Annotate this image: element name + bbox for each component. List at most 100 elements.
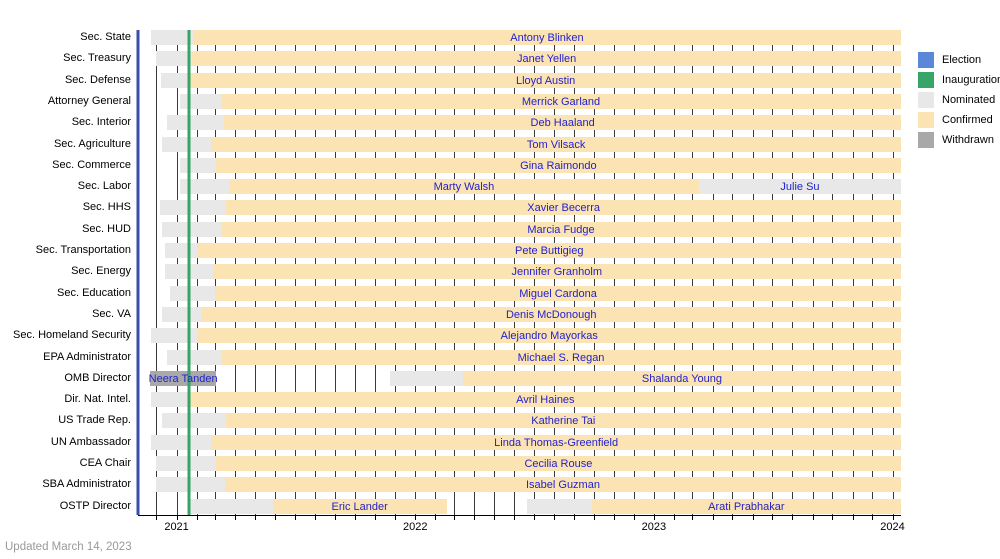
axis-tick <box>435 516 437 520</box>
axis-year-label: 2023 <box>641 521 667 533</box>
bar-segment-confirmed <box>197 243 901 258</box>
axis-year-label: 2024 <box>880 521 905 533</box>
axis-tick <box>613 516 615 520</box>
row-label-column: Sec. State Sec. Treasury Sec. Defense Attor… <box>0 30 133 520</box>
row-label: Sec. Defense <box>64 74 131 86</box>
row-label: SBA Administrator <box>42 478 131 490</box>
row-label: Sec. HUD <box>82 223 131 235</box>
bar-segment-confirmed <box>228 179 699 194</box>
legend-swatch-inauguration <box>918 72 934 88</box>
axis-tick <box>474 516 476 520</box>
axis-tick <box>394 516 396 520</box>
axis-tick <box>355 516 357 520</box>
row-label: Sec. Transportation <box>35 244 131 256</box>
axis-tick <box>335 516 337 520</box>
legend-label: Election <box>942 54 982 66</box>
axis-tick <box>832 516 834 520</box>
bar-segment-confirmed <box>224 477 901 492</box>
axis-tick <box>892 516 894 520</box>
axis-tick <box>712 516 714 520</box>
axis-tick <box>872 516 874 520</box>
bar-segment-confirmed <box>201 307 901 322</box>
person-name-label: Gina Raimondo <box>520 159 597 172</box>
person-name-label: Isabel Guzman <box>525 478 600 491</box>
bar-segment-nominated <box>170 286 216 301</box>
row-label: Sec. Agriculture <box>53 138 131 150</box>
bar-segment-confirmed <box>225 413 901 428</box>
bar-segment-nominated <box>180 179 229 194</box>
axis-tick <box>453 516 455 520</box>
axis-tick <box>732 516 734 520</box>
person-name-label: Eric Lander <box>331 500 388 513</box>
bar-segment-confirmed <box>221 94 901 109</box>
person-name-label: Merrick Garland <box>521 95 601 108</box>
row-label: Sec. Labor <box>77 180 131 192</box>
bar-segment-confirmed <box>462 371 901 386</box>
row-label: UN Ambassador <box>50 436 131 448</box>
row-label: CEA Chair <box>79 457 131 469</box>
bar-segment-nominated <box>189 499 273 514</box>
legend-swatch-withdrawn <box>918 132 934 148</box>
axis-tick <box>812 516 814 520</box>
row-label: Sec. Education <box>57 287 131 299</box>
axis-tick <box>752 516 754 520</box>
legend-label: Nominated <box>942 94 996 106</box>
person-name-label: Shalanda Young <box>641 372 723 385</box>
row-label: US Trade Rep. <box>58 414 131 426</box>
bar-segment-confirmed <box>211 137 901 152</box>
axis-tick <box>574 516 576 520</box>
row-label: OSTP Director <box>59 500 131 512</box>
row-label: EPA Administrator <box>43 351 131 363</box>
person-name-label: Lloyd Austin <box>515 74 576 87</box>
axis-tick <box>294 516 296 520</box>
bar-segment-confirmed <box>215 158 901 173</box>
row-label: Sec. HHS <box>82 201 131 213</box>
bar-segment-confirmed <box>190 73 901 88</box>
bar-segment-nominated <box>180 158 216 173</box>
axis-tick <box>533 516 535 520</box>
bar-segment-nominated <box>165 243 198 258</box>
bar-segment-confirmed <box>272 499 447 514</box>
bar-segment-confirmed <box>192 51 901 66</box>
bar-segment-nominated <box>155 456 216 471</box>
legend: Election Inauguration Nominated Confirmed Wi… <box>918 52 1000 152</box>
row-label: Attorney General <box>47 95 131 107</box>
bar-segment-confirmed <box>221 350 901 365</box>
axis-tick <box>792 516 794 520</box>
bar-segment-confirmed <box>215 286 901 301</box>
person-name-label: Linda Thomas-Greenfield <box>494 436 619 449</box>
person-name-label: Cecilia Rouse <box>524 457 593 470</box>
bar-segment-nominated <box>166 115 225 130</box>
bar-segment-confirmed <box>189 392 901 407</box>
bar-segment-nominated <box>162 137 212 152</box>
person-name-label: Jennifer Granholm <box>511 265 603 278</box>
axis-tick <box>235 516 237 520</box>
row-label: Sec. Energy <box>71 265 131 277</box>
legend-label: Withdrawn <box>942 134 994 146</box>
person-name-label: Arati Prabhakar <box>708 500 785 513</box>
bar-segment-nominated <box>390 371 463 386</box>
election-line <box>136 30 140 515</box>
axis-tick <box>513 516 515 520</box>
axis-tick <box>375 516 377 520</box>
row-label: Sec. Treasury <box>63 52 131 64</box>
axis-tick <box>156 516 158 520</box>
bar-segment-nominated <box>166 350 222 365</box>
legend-item: Confirmed <box>918 112 1000 128</box>
inauguration-line <box>187 30 191 515</box>
axis-year-label: 2021 <box>164 521 189 533</box>
legend-item: Nominated <box>918 92 1000 108</box>
bar-segment-withdrawn <box>150 371 216 386</box>
axis-tick <box>196 516 198 520</box>
bar-segment-confirmed <box>215 456 901 471</box>
axis-tick <box>772 516 774 520</box>
person-name-label: Marty Walsh <box>433 180 495 193</box>
person-name-label: Xavier Becerra <box>527 201 601 214</box>
axis-year-label: 2022 <box>402 521 428 533</box>
bar-segment-nominated <box>162 413 226 428</box>
person-name-label: Julie Su <box>780 180 820 193</box>
bar-segment-nominated <box>155 51 193 66</box>
x-axis: 2021 2022 2023 2024 <box>138 516 905 536</box>
bar-segment-nominated <box>151 392 190 407</box>
legend-item: Election <box>918 52 1000 68</box>
